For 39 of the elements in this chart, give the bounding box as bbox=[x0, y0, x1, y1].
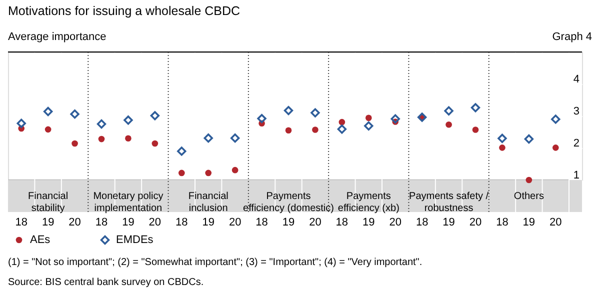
x-tick-label: 19 bbox=[442, 216, 455, 228]
x-tick-label: 18 bbox=[95, 216, 108, 228]
x-tick-label: 19 bbox=[362, 216, 375, 228]
x-tick-label: 19 bbox=[522, 216, 536, 228]
x-tick-label: 20 bbox=[469, 216, 482, 228]
x-tick-label: 18 bbox=[496, 216, 508, 228]
x-tick-label: 20 bbox=[228, 216, 242, 228]
chart-subtitle: Average importance bbox=[8, 31, 106, 43]
x-tick-label: 18 bbox=[176, 216, 188, 228]
y-tick-label: 1 bbox=[573, 170, 580, 182]
text: Payments safety / robustness bbox=[409, 191, 489, 214]
x-tick-label: 19 bbox=[122, 216, 134, 228]
chart-title: Motivations for issuing a wholesale CBDC bbox=[8, 4, 240, 18]
y-tick-label: 2 bbox=[573, 138, 580, 150]
x-tick-label: 18 bbox=[416, 216, 428, 228]
legend-label: AEs bbox=[30, 234, 51, 246]
text: Payments efficiency (domestic) bbox=[243, 191, 334, 214]
x-tick-label: 19 bbox=[202, 216, 214, 228]
text: Financial stability bbox=[28, 191, 68, 214]
x-tick-label: 19 bbox=[282, 216, 295, 228]
x-tick-label: 18 bbox=[336, 216, 348, 228]
y-tick-label: 4 bbox=[573, 74, 580, 86]
x-tick-label: 20 bbox=[148, 216, 162, 228]
text: Monetary policy implementation bbox=[93, 191, 164, 214]
text: Others bbox=[514, 191, 544, 202]
x-tick-label: 18 bbox=[256, 216, 268, 228]
x-tick-label: 20 bbox=[550, 216, 562, 228]
x-tick-label: 20 bbox=[309, 216, 322, 228]
y-tick-label: 3 bbox=[573, 106, 580, 118]
legend-label: EMDEs bbox=[116, 234, 154, 246]
text: Payments efficiency (xb) bbox=[338, 191, 400, 214]
x-tick-label: 20 bbox=[68, 216, 81, 228]
x-tick-label: 19 bbox=[42, 216, 54, 228]
x-tick-label: 20 bbox=[389, 216, 402, 228]
text: Financial inclusion bbox=[188, 191, 228, 214]
x-tick-label: 18 bbox=[15, 216, 28, 228]
source-note: Source: BIS central bank survey on CBDCs. bbox=[8, 277, 204, 288]
text: (1) = "Not so important"; (2) = "Somewhat important"; (3) = "Important"; (4) = "Very important". bbox=[8, 257, 422, 268]
caption: Graph 4 bbox=[552, 31, 592, 43]
